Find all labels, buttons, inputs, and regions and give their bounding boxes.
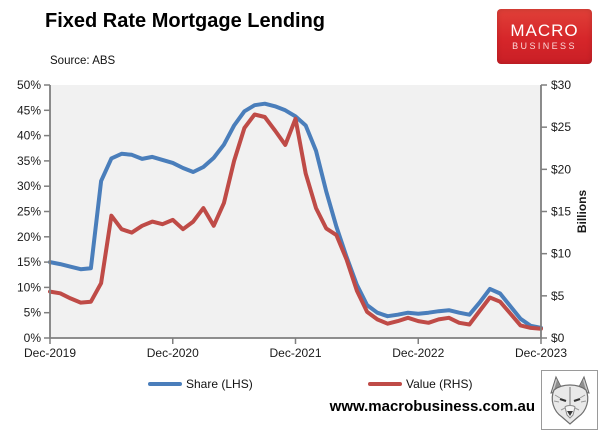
chart-area: 0% 5% 10% 15% 20% 25% 30% 35% 40% 45% 50% $0 $5 $10 $1… bbox=[17, 78, 589, 360]
x-axis-tick-label: Dec-2022 bbox=[392, 346, 444, 360]
logo-text-business: BUSINESS bbox=[512, 40, 577, 51]
left-axis-tick-label: 5% bbox=[24, 306, 42, 320]
left-axis-tick-label: 25% bbox=[17, 205, 41, 219]
chart-canvas: 0% 5% 10% 15% 20% 25% 30% 35% 40% 45% 50% $0 $5 $10 $1… bbox=[17, 78, 589, 360]
legend-label-share: Share (LHS) bbox=[186, 377, 253, 391]
logo-text-macro: MACRO bbox=[510, 20, 579, 40]
right-axis-tick-label: $5 bbox=[551, 289, 565, 303]
wolf-logo bbox=[541, 370, 598, 430]
wolf-sketch-icon bbox=[549, 375, 590, 425]
left-axis-tick-label: 40% bbox=[17, 129, 41, 143]
left-axis-tick-label: 30% bbox=[17, 179, 41, 193]
left-axis-tick-label: 50% bbox=[17, 78, 41, 92]
legend-item-share: Share (LHS) bbox=[148, 377, 253, 391]
right-axis-tick-label: $30 bbox=[551, 78, 571, 92]
left-axis-tick-label: 20% bbox=[17, 230, 41, 244]
left-axis-tick-label: 45% bbox=[17, 103, 41, 117]
share-line-swatch bbox=[148, 381, 182, 387]
source-note: Source: ABS bbox=[50, 55, 116, 67]
macrobusiness-logo: MACRO BUSINESS bbox=[497, 9, 592, 64]
share-line-series bbox=[48, 101, 543, 330]
chart-title: Fixed Rate Mortgage Lending bbox=[45, 10, 326, 32]
x-axis-tick-label: Dec-2021 bbox=[269, 346, 321, 360]
right-axis-tick-label: $15 bbox=[551, 205, 571, 219]
value-line-swatch bbox=[368, 381, 402, 387]
x-axis-tick-label: Dec-2023 bbox=[515, 346, 567, 360]
x-axis-tick-label: Dec-2020 bbox=[147, 346, 199, 360]
left-axis-tick-label: 10% bbox=[17, 280, 41, 294]
left-axis-tick-label: 0% bbox=[24, 331, 42, 345]
website-url: www.macrobusiness.com.au bbox=[329, 398, 535, 415]
right-axis-tick-label: $25 bbox=[551, 120, 571, 134]
right-axis-tick-label: $10 bbox=[551, 247, 571, 261]
right-axis-tick-label: $0 bbox=[551, 331, 565, 345]
left-axis-tick-label: 35% bbox=[17, 154, 41, 168]
value-line-series bbox=[48, 112, 543, 331]
right-axis-title: Billions bbox=[575, 190, 589, 234]
left-axis-tick-label: 15% bbox=[17, 255, 41, 269]
legend-item-value: Value (RHS) bbox=[368, 377, 472, 391]
x-axis-tick-label: Dec-2019 bbox=[24, 346, 76, 360]
right-axis-tick-label: $20 bbox=[551, 162, 571, 176]
legend-label-value: Value (RHS) bbox=[406, 377, 473, 391]
